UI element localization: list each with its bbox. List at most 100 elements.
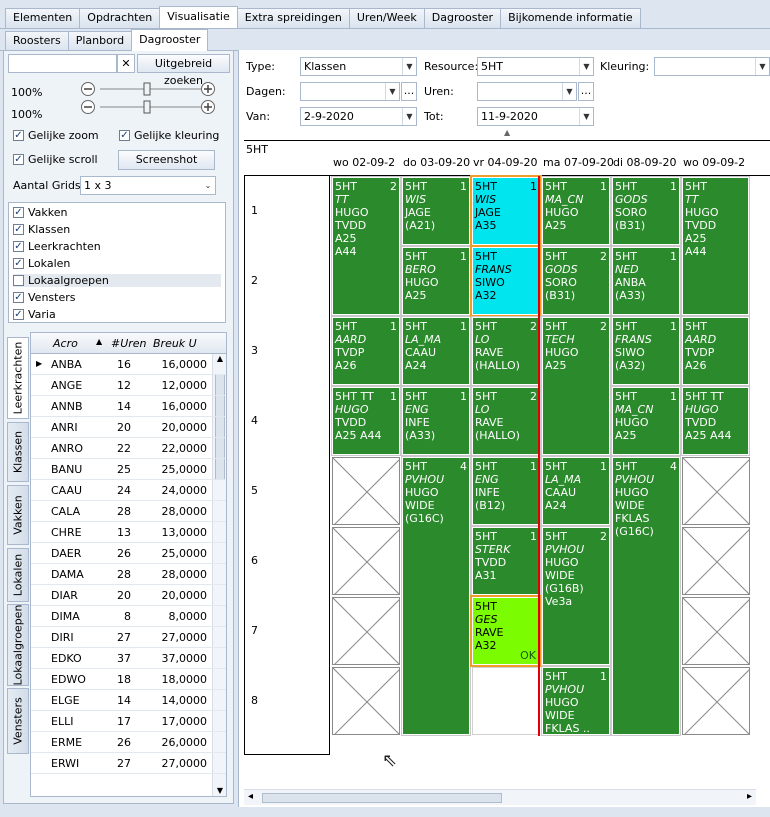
- table-row[interactable]: DIAR 20 20,0000: [31, 585, 226, 606]
- layer-vensters[interactable]: ✓ Vensters: [13, 291, 76, 304]
- table-row[interactable]: ANRO 22 22,0000: [31, 438, 226, 459]
- lesson-block[interactable]: 5HT AARD TVDP A26: [681, 316, 750, 386]
- day-header[interactable]: di 08-09-20: [613, 156, 677, 169]
- lesson-block[interactable]: 5HT TECH HUGO A25 2: [541, 316, 611, 456]
- lesson-block[interactable]: 5HT PVHOU HUGO WIDE FKLAS (G16C) 4: [611, 456, 681, 736]
- lesson-block[interactable]: 5HT NED ANBA (A33) 1: [611, 246, 681, 316]
- table-row[interactable]: ERWI 27 27,0000: [31, 753, 226, 774]
- table-row[interactable]: CHRE 13 13,0000: [31, 522, 226, 543]
- table-row[interactable]: BANU 25 25,0000: [31, 459, 226, 480]
- vtab-lokaalgroepen[interactable]: Lokaalgroepen: [7, 604, 29, 686]
- main-tab-uren-week[interactable]: Uren/Week: [348, 8, 425, 28]
- vtab-vensters[interactable]: Vensters: [7, 688, 29, 754]
- lesson-block[interactable]: 5HT LA_MA CAAU A24 1: [541, 456, 611, 526]
- grid-count-select[interactable]: 1 x 3 ⌄: [80, 176, 216, 195]
- main-tab-visualisatie[interactable]: Visualisatie: [159, 6, 238, 28]
- tot-select[interactable]: 11-9-2020 ▼: [477, 107, 594, 126]
- table-scrollbar[interactable]: ▲ ▼: [212, 354, 226, 796]
- type-select[interactable]: Klassen ▼: [300, 57, 417, 76]
- lesson-block[interactable]: 5HT TT HUGO TVDD A25 A44 2: [331, 176, 401, 316]
- screenshot-button[interactable]: Screenshot: [118, 150, 215, 170]
- layer-varia[interactable]: ✓ Varia: [13, 308, 56, 321]
- advanced-search-button[interactable]: Uitgebreid zoeken: [137, 54, 230, 87]
- table-row[interactable]: ANGE 12 12,0000: [31, 375, 226, 396]
- lesson-block[interactable]: 5HT FRANS SIWO (A32) 1: [611, 316, 681, 386]
- sub-tab-planbord[interactable]: Planbord: [67, 31, 133, 51]
- lesson-block[interactable]: 5HT BERO HUGO A25 1: [401, 246, 471, 316]
- day-header[interactable]: wo 02-09-2: [333, 156, 396, 169]
- lesson-block[interactable]: 5HT LO RAVE (HALLO) 2: [471, 386, 541, 456]
- layer-vakken[interactable]: ✓ Vakken: [13, 206, 68, 219]
- table-row[interactable]: ELLI 17 17,0000: [31, 711, 226, 732]
- vtab-klassen[interactable]: Klassen: [7, 422, 29, 482]
- table-row[interactable]: ▶ ANBA 16 16,0000: [31, 354, 226, 375]
- table-row[interactable]: DIMA 8 8,0000: [31, 606, 226, 627]
- col-header-acro[interactable]: Acro: [53, 337, 78, 350]
- ellipsis-button[interactable]: ...: [578, 82, 594, 101]
- uren-select[interactable]: ▼: [477, 82, 577, 101]
- table-row[interactable]: CALA 28 28,0000: [31, 501, 226, 522]
- same-color-checkbox[interactable]: ✓ Gelijke kleuring: [119, 129, 220, 142]
- resource-select[interactable]: 5HT ▼: [477, 57, 594, 76]
- lesson-block[interactable]: 5HT STERK TVDD A31 1: [471, 526, 541, 596]
- table-row[interactable]: DAER 26 25,0000: [31, 543, 226, 564]
- ellipsis-button[interactable]: ...: [401, 82, 417, 101]
- day-header[interactable]: do 03-09-20: [403, 156, 471, 169]
- layer-lokaalgroepen[interactable]: Lokaalgroepen: [13, 274, 221, 287]
- table-row[interactable]: ELGE 14 14,0000: [31, 690, 226, 711]
- lesson-block[interactable]: 5HT MA_CN HUGO A25 1: [611, 386, 681, 456]
- table-row[interactable]: DIRI 27 27,0000: [31, 627, 226, 648]
- same-zoom-checkbox[interactable]: ✓ Gelijke zoom: [13, 129, 99, 142]
- lesson-block[interactable]: 5HT GODS SORO (B31) 1: [611, 176, 681, 246]
- same-scroll-checkbox[interactable]: ✓ Gelijke scroll: [13, 153, 98, 166]
- lesson-block[interactable]: 5HT TT HUGO TVDD A25 A44: [681, 386, 750, 456]
- lesson-block[interactable]: 5HT ENG INFE (B12) 1: [471, 456, 541, 526]
- table-row[interactable]: EDWO 18 18,0000: [31, 669, 226, 690]
- table-row[interactable]: EDKO 37 37,0000: [31, 648, 226, 669]
- lesson-block[interactable]: 5HT AARD TVDP A26 1: [331, 316, 401, 386]
- table-row[interactable]: ERME 26 26,0000: [31, 732, 226, 753]
- sub-tab-roosters[interactable]: Roosters: [5, 31, 69, 51]
- lesson-block[interactable]: 5HT GODS SORO (B31) 2: [541, 246, 611, 316]
- van-select[interactable]: 2-9-2020 ▼: [300, 107, 417, 126]
- search-input[interactable]: [8, 54, 117, 73]
- main-tab-opdrachten[interactable]: Opdrachten: [79, 8, 161, 28]
- layer-klassen[interactable]: ✓ Klassen: [13, 223, 71, 236]
- col-header-uren[interactable]: #Uren: [111, 337, 147, 350]
- clear-search-button[interactable]: ✕: [117, 54, 135, 73]
- lesson-block[interactable]: 5HT TT HUGO TVDD A25 A44: [681, 176, 750, 316]
- table-row[interactable]: DAMA 28 28,0000: [31, 564, 226, 585]
- collapse-icon[interactable]: ▲: [504, 128, 511, 137]
- lesson-block[interactable]: 5HT LO RAVE (HALLO) 2: [471, 316, 541, 386]
- main-tab-extra-spreidingen[interactable]: Extra spreidingen: [236, 8, 350, 28]
- day-header[interactable]: wo 09-09-2: [683, 156, 746, 169]
- col-header-breuk[interactable]: Breuk U: [153, 337, 197, 350]
- table-row[interactable]: CAAU 24 24,0000: [31, 480, 226, 501]
- day-header[interactable]: vr 04-09-20: [473, 156, 538, 169]
- lesson-block[interactable]: 5HT TT HUGO TVDD A25 A44 1: [331, 386, 401, 456]
- zoom-sliders[interactable]: [78, 80, 218, 116]
- lesson-block[interactable]: 5HT WIS JAGE A35 1: [470, 175, 542, 247]
- vtab-vakken[interactable]: Vakken: [7, 485, 29, 545]
- lesson-block[interactable]: 5HT WIS JAGE (A21) 1: [401, 176, 471, 246]
- main-tab-bijkomende-informatie[interactable]: Bijkomende informatie: [500, 8, 641, 28]
- lesson-block[interactable]: 5HT PVHOU HUGO WIDE FKLAS .. 1: [541, 666, 611, 736]
- table-row[interactable]: ANRI 20 20,0000: [31, 417, 226, 438]
- layer-lokalen[interactable]: ✓ Lokalen: [13, 257, 71, 270]
- main-tab-elementen[interactable]: Elementen: [5, 8, 81, 28]
- lesson-block[interactable]: 5HT ENG INFE (A33) 1: [401, 386, 471, 456]
- empty-slot[interactable]: [472, 667, 540, 735]
- lesson-block[interactable]: 5HT FRANS SIWO A32: [470, 245, 542, 317]
- lesson-block[interactable]: 5HT MA_CN HUGO A25 1: [541, 176, 611, 246]
- dagen-select[interactable]: ▼: [300, 82, 400, 101]
- horizontal-scrollbar[interactable]: ◂ ▸: [244, 789, 756, 805]
- day-header[interactable]: ma 07-09-20: [543, 156, 614, 169]
- sub-tab-dagrooster[interactable]: Dagrooster: [131, 29, 209, 51]
- vtab-leerkrachten[interactable]: Leerkrachten: [7, 337, 29, 419]
- vtab-lokalen[interactable]: Lokalen: [7, 548, 29, 602]
- lesson-block[interactable]: 5HT PVHOU HUGO WIDE (G16B) Ve3a 2: [541, 526, 611, 666]
- table-row[interactable]: ANNB 14 16,0000: [31, 396, 226, 417]
- main-tab-dagrooster[interactable]: Dagrooster: [423, 8, 502, 28]
- lesson-block[interactable]: 5HT GES RAVE A32 OK: [470, 595, 542, 667]
- layer-leerkrachten[interactable]: ✓ Leerkrachten: [13, 240, 101, 253]
